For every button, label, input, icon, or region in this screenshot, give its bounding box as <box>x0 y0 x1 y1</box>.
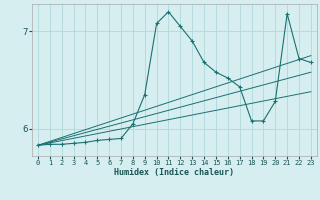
X-axis label: Humidex (Indice chaleur): Humidex (Indice chaleur) <box>115 168 234 177</box>
